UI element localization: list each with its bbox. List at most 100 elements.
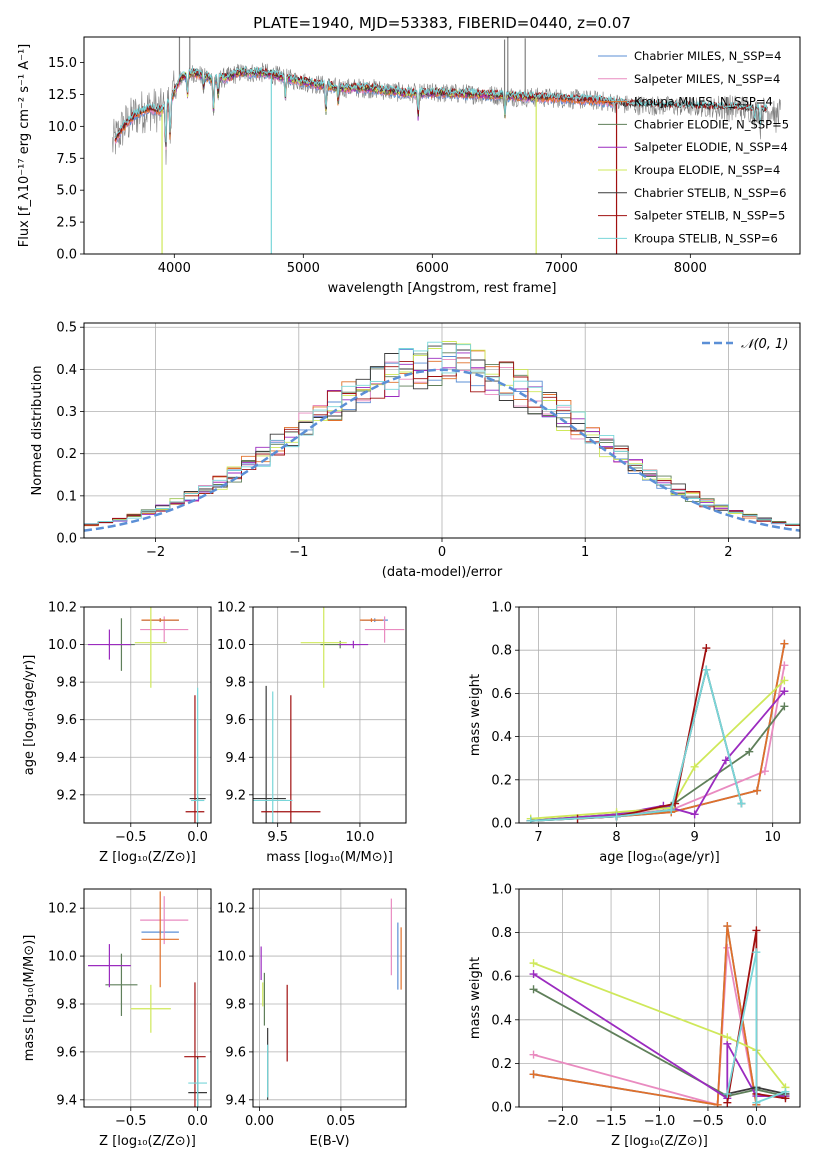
xtick-label-1: 0.0 xyxy=(187,1114,208,1129)
xtick-label-1: −1.5 xyxy=(595,1114,627,1129)
xtick-label-3: −0.5 xyxy=(692,1114,724,1129)
ytick-label-5: 1.0 xyxy=(491,601,512,616)
panel-5: 7 8 9 10 0.0 0.2 0.4 0.6 0.8 1.0 age [log₁₀(age/yr… xyxy=(468,601,801,865)
ytick-label-4: 0.8 xyxy=(491,926,512,941)
marker-0 xyxy=(526,816,535,823)
legend-label-7: Salpeter STELIB, N_SSP=5 xyxy=(634,209,785,223)
panel-8: −2.0 −1.5 −1.0 −0.5 0.0 0.0 0.2 0.4 0.6 0.8 1.0 Z [… xyxy=(468,883,801,1149)
ytick-label-5: 1.0 xyxy=(491,883,512,898)
legend-label-1: Salpeter MILES, N_SSP=4 xyxy=(634,72,780,86)
legend-label-3: Chabrier ELODIE, N_SSP=5 xyxy=(634,117,789,131)
marker-1 xyxy=(723,1033,732,1042)
marker-1 xyxy=(713,1100,722,1107)
xtick-label-0: −0.5 xyxy=(115,830,147,845)
plot-area xyxy=(88,891,207,1107)
marker-2 xyxy=(723,922,732,931)
xtick-label-1: 10.0 xyxy=(345,830,374,845)
xtick-label-1: −1 xyxy=(289,545,308,560)
x-axis-label: Z [log₁₀(Z/Z⊙)] xyxy=(99,850,196,865)
marker-0 xyxy=(529,985,538,994)
marker-3 xyxy=(690,762,699,771)
marker-3 xyxy=(760,767,769,776)
xtick-label-3: 10 xyxy=(764,830,781,845)
xtick-label-1: 0.0 xyxy=(187,830,208,845)
ytick-label-3: 10.0 xyxy=(217,950,246,965)
plot-area xyxy=(88,607,206,823)
ytick-label-1: 9.6 xyxy=(225,1045,246,1060)
xtick-label-0: −2.0 xyxy=(547,1114,579,1129)
plot-area xyxy=(260,898,402,1100)
ytick-label-0: 9.4 xyxy=(56,1093,77,1108)
y-axis-label: Flux [f_λ10⁻¹⁷ erg cm⁻² s⁻¹ A⁻¹] xyxy=(17,44,32,248)
x-axis-label: Z [log₁₀(Z/Z⊙)] xyxy=(99,1134,196,1149)
xtick-label-0: 0.00 xyxy=(245,1114,274,1129)
marker-3 xyxy=(753,786,762,795)
xtick-label-4: 0.0 xyxy=(746,1114,767,1129)
point-7 xyxy=(261,695,321,823)
xtick-label-1: 5000 xyxy=(287,261,320,276)
point-5 xyxy=(134,607,167,688)
ytick-label-2: 9.6 xyxy=(225,713,246,728)
point-4 xyxy=(88,944,131,988)
axes-frame xyxy=(83,888,212,1108)
ytick-label-0: 0.0 xyxy=(491,817,512,832)
axes-frame xyxy=(252,606,407,824)
point-1 xyxy=(364,616,405,643)
marker-0 xyxy=(529,1070,538,1079)
marker-2 xyxy=(667,806,676,815)
axes-frame xyxy=(252,888,407,1108)
marker-4 xyxy=(780,676,789,685)
axes-frame xyxy=(83,36,801,255)
x-axis-label: Z [log₁₀(Z/Z⊙)] xyxy=(611,1134,708,1149)
xtick-label-0: 4000 xyxy=(158,261,191,276)
ytick-label-4: 10.0 xyxy=(48,120,77,135)
series-line xyxy=(726,952,786,1104)
ytick-label-6: 15.0 xyxy=(48,56,77,71)
marker-4 xyxy=(721,756,730,765)
xtick-label-0: 9.5 xyxy=(267,830,288,845)
ytick-label-3: 0.6 xyxy=(491,970,512,985)
point-4 xyxy=(88,629,131,660)
xtick-label-1: 0.05 xyxy=(326,1114,355,1129)
marker-4 xyxy=(780,661,789,670)
xtick-label-4: 8000 xyxy=(674,261,707,276)
ytick-label-1: 2.5 xyxy=(56,216,77,231)
legend-label-8: Kroupa STELIB, N_SSP=6 xyxy=(634,231,778,245)
point-1 xyxy=(140,616,189,643)
legend-label-6: Chabrier STELIB, N_SSP=6 xyxy=(634,186,786,200)
legend: Chabrier MILES, N_SSP=4 Salpeter MILES, N… xyxy=(598,49,789,245)
series-line xyxy=(533,962,787,1088)
ytick-label-0: 9.2 xyxy=(225,788,246,803)
x-axis-label: (data-model)/error xyxy=(382,565,503,580)
panel-4: 9.5 10.0 9.2 9.4 9.6 9.8 10.0 10.2 mass [log₁₀(M… xyxy=(217,601,407,865)
ytick-label-1: 0.2 xyxy=(491,773,512,788)
ytick-label-2: 9.6 xyxy=(56,713,77,728)
marker-1 xyxy=(612,812,621,821)
ytick-label-2: 0.4 xyxy=(491,1013,512,1028)
xtick-label-4: 2 xyxy=(724,545,732,560)
x-axis-label: mass [log₁₀(M/M⊙)] xyxy=(266,850,393,865)
series-8 xyxy=(723,948,790,1107)
xtick-label-0: −0.5 xyxy=(115,1114,147,1129)
ytick-label-5: 10.2 xyxy=(48,601,77,616)
y-axis-label: Normed distribution xyxy=(30,366,45,496)
x-axis-label: E(B-V) xyxy=(309,1134,349,1149)
histogram-7 xyxy=(84,357,800,538)
ytick-label-3: 7.5 xyxy=(56,152,77,167)
x-axis-label: age [log₁₀(age/yr)] xyxy=(599,850,720,865)
series-8 xyxy=(526,665,746,823)
ytick-label-5: 12.5 xyxy=(48,88,77,103)
marker-1 xyxy=(752,926,761,935)
ytick-label-2: 0.4 xyxy=(491,730,512,745)
legend-label-4: Salpeter ELODIE, N_SSP=4 xyxy=(634,140,788,154)
ytick-label-4: 0.8 xyxy=(491,644,512,659)
ytick-label-3: 0.3 xyxy=(56,405,77,420)
xtick-label-3: 1 xyxy=(581,545,589,560)
legend-label-normal: 𝒩(0, 1) xyxy=(741,337,788,352)
xtick-label-1: 8 xyxy=(612,830,620,845)
point-2 xyxy=(141,618,179,623)
axes-frame xyxy=(518,606,801,824)
x-axis-label: wavelength [Angstrom, rest frame] xyxy=(328,281,557,296)
panel-1: 4000 5000 6000 7000 8000 0.0 2.5 5.0 7.5 10.0 12.5… xyxy=(17,14,801,296)
